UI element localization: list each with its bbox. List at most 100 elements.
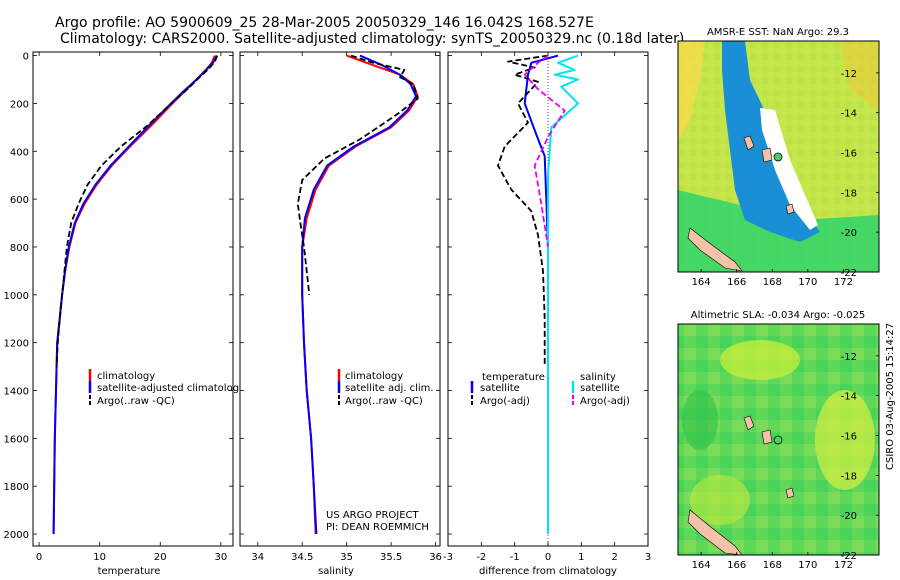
temperature-ytick-label: 1400 xyxy=(4,387,29,398)
difference-xtick-label: -1 xyxy=(510,552,520,563)
temp-legend-argo: Argo(..raw -QC) xyxy=(97,396,175,407)
difference-xtick-label: 2 xyxy=(611,552,617,563)
sla_map-ytick-label: -16 xyxy=(841,432,857,443)
temperature-ytick-label: 1200 xyxy=(4,339,29,350)
difference-legend: temperature satellite Argo(-adj) salinit… xyxy=(470,372,630,407)
sla_map-ytick-label: -20 xyxy=(841,511,857,522)
sst_map-xtick-label: 166 xyxy=(727,277,746,288)
difference-xtick-label: 3 xyxy=(645,552,651,563)
header-line1: Argo profile: AO 5900609_25 28-Mar-2005 … xyxy=(55,15,594,31)
temperature-ytick-label: 1600 xyxy=(4,434,29,445)
sla_map-ytick-label: -22 xyxy=(841,551,857,562)
temperature-ytick-label: 400 xyxy=(10,147,29,158)
sla-high-patch-3 xyxy=(690,475,750,525)
diff-legend-sal-sat: satellite xyxy=(580,383,620,394)
temperature-axes-box xyxy=(32,51,234,547)
sst-warm-patch-east xyxy=(840,41,879,110)
sst_map-ytick-label: -20 xyxy=(841,228,857,239)
sla_map-ytick-label: -12 xyxy=(841,352,857,363)
temperature-ytick-label: 200 xyxy=(10,99,29,110)
sst-map: AMSR-E SST: NaN Argo: 29.3 164 166 168 170 1… xyxy=(677,27,880,288)
sal-legend-argo: Argo(..raw -QC) xyxy=(345,396,423,407)
sla_map-ytick-label: -18 xyxy=(841,471,857,482)
temperature-ytick-label: 600 xyxy=(10,195,29,206)
difference-xtick-label: -2 xyxy=(476,552,486,563)
sla-map-frame xyxy=(677,323,880,556)
sst-no-data xyxy=(760,108,818,230)
temperature-ytick-label: 1000 xyxy=(4,291,29,302)
temp-legend-satellite: satellite-adjusted climatology xyxy=(97,383,245,394)
temperature-ytick-label: 800 xyxy=(10,243,29,254)
sst-map-frame xyxy=(677,40,880,273)
salinity-axes-box xyxy=(239,51,441,547)
sla-map: Altimetric SLA: -0.034 Argo: -0.025 164 1… xyxy=(677,310,880,571)
temperature-ytick-label: 0 xyxy=(23,52,29,63)
salinity-xtick-label: 34.5 xyxy=(291,552,313,563)
sla-low-patch xyxy=(682,390,718,450)
sla_map-xtick-label: 170 xyxy=(798,560,817,571)
sst_map-ytick-label: -16 xyxy=(841,149,857,160)
temperature-xtick-label: 0 xyxy=(36,552,42,563)
sla-land-island-2 xyxy=(761,429,773,445)
sal-legend-climatology: climatology xyxy=(345,371,403,382)
salinity-xtick-label: 35.5 xyxy=(380,552,402,563)
sst-float-marker xyxy=(773,152,783,162)
sst_map-xtick-label: 164 xyxy=(692,277,711,288)
difference-xtick-label: -3 xyxy=(443,552,453,563)
sla-high-patch-2 xyxy=(815,390,875,490)
salinity-xtick-label: 34 xyxy=(251,552,264,563)
temperature-xtick-label: 20 xyxy=(154,552,167,563)
diff-legend-temp-sat: satellite xyxy=(480,383,520,394)
sla_map-xtick-label: 164 xyxy=(692,560,711,571)
sst-map-title: AMSR-E SST: NaN Argo: 29.3 xyxy=(707,27,849,38)
temperature-panel: 0 10 20 30 0 200 400 600 800 1000 1200 1400 1600 1800… xyxy=(4,51,245,577)
sla-land-island-3 xyxy=(785,487,795,499)
sla_map-xtick-label: 172 xyxy=(834,560,853,571)
salinity-xtick-label: 36 xyxy=(429,552,442,563)
difference-panel: -3 -2 -1 0 1 2 3 difference from climatology t… xyxy=(443,51,651,577)
diff-legend-temperature-title: temperature xyxy=(482,372,545,383)
sal-legend-satellite: satellite adj. clim. xyxy=(345,383,434,394)
temperature-xlabel: temperature xyxy=(98,566,161,577)
temperature-ytick-label: 1800 xyxy=(4,482,29,493)
temperature-series-argo-raw-qc xyxy=(55,55,219,367)
sla-float-marker xyxy=(773,435,783,445)
sla-land-island-1 xyxy=(743,415,755,431)
sst-warm-patch xyxy=(678,41,705,140)
header-line2: Climatology: CARS2000. Satellite-adjuste… xyxy=(60,31,684,47)
project-label: US ARGO PROJECT xyxy=(326,510,420,521)
temp-legend-climatology: climatology xyxy=(97,371,155,382)
sla-map-title: Altimetric SLA: -0.034 Argo: -0.025 xyxy=(691,310,866,321)
sst-land-island-2 xyxy=(761,147,773,163)
sla_map-xtick-label: 168 xyxy=(763,560,782,571)
difference-xtick-label: 1 xyxy=(578,552,584,563)
sst_map-ytick-label: -12 xyxy=(841,69,857,80)
diff-legend-temp-argo: Argo(-adj) xyxy=(480,396,530,407)
salinity-series-argo-raw-qc xyxy=(296,54,419,295)
salinity-panel: 34 34.5 35 35.5 36 salinity climatology sate… xyxy=(239,51,442,577)
sst_map-xtick-label: 170 xyxy=(798,277,817,288)
sla-high-patch-1 xyxy=(720,340,800,380)
salinity-xtick-label: 35 xyxy=(340,552,353,563)
sst_map-ytick-label: -18 xyxy=(841,188,857,199)
sst-land-newcaledonia xyxy=(687,227,743,272)
difference-series-temperature-argo-adj xyxy=(497,54,549,367)
difference-series-salinity-satellite xyxy=(547,54,579,534)
diff-legend-sal-argo: Argo(-adj) xyxy=(580,396,630,407)
temperature-legend: climatology satellite-adjusted climatolo… xyxy=(88,369,245,407)
sla_map-ytick-label: -14 xyxy=(841,392,857,403)
sst_map-ytick-label: -14 xyxy=(841,109,857,120)
salinity-legend: climatology satellite adj. clim. Argo(..… xyxy=(337,369,434,407)
csiro-stamp: CSIRO 03-Aug-2005 15:14:27 xyxy=(885,323,896,470)
sst-land-island-1 xyxy=(743,135,755,151)
sla_map-xtick-label: 166 xyxy=(727,560,746,571)
salinity-xlabel: salinity xyxy=(318,566,354,577)
difference-xlabel: difference from climatology xyxy=(479,566,617,577)
sst_map-xtick-label: 168 xyxy=(763,277,782,288)
difference-series-salinity-argo-adj xyxy=(523,54,566,248)
pi-label: PI: DEAN ROEMMICH xyxy=(326,522,429,533)
diff-legend-salinity-title: salinity xyxy=(580,372,616,383)
difference-xtick-label: 0 xyxy=(545,552,551,563)
temperature-ytick-label: 2000 xyxy=(4,530,29,541)
